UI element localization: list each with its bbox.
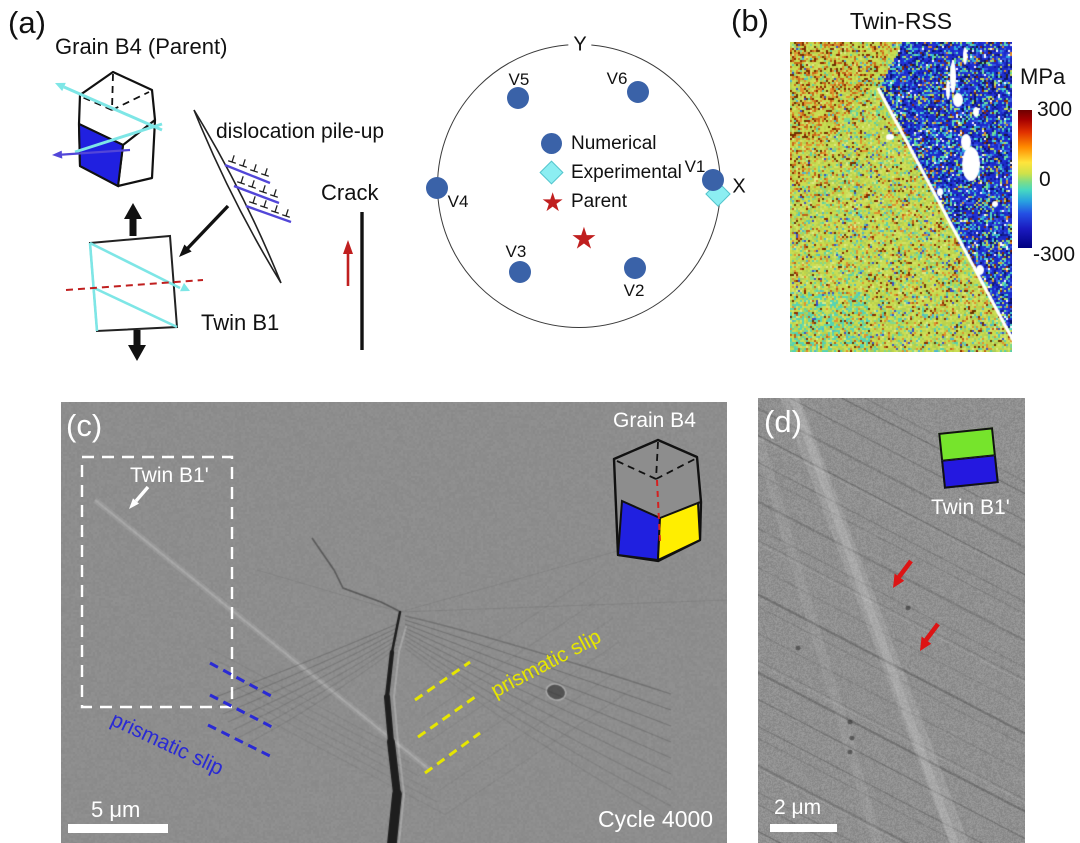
pileup-label: dislocation pile-up <box>216 120 384 144</box>
colorbar <box>1018 110 1032 248</box>
pole-x-axis-label: X <box>732 176 745 199</box>
twin-orientation-swatch <box>938 427 999 488</box>
pileup-slip-lines <box>225 165 291 222</box>
pole-point-v5 <box>507 87 529 109</box>
legend-item-numerical: Numerical <box>541 129 682 158</box>
parent-crystal <box>52 72 162 186</box>
twin-rss-map <box>790 42 1012 352</box>
twin-crystal <box>66 236 203 331</box>
experimental-marker-icon <box>539 160 563 184</box>
panel-c-label: (c) <box>66 408 102 444</box>
twin-face-blue <box>941 455 999 489</box>
pole-point-label: V2 <box>624 281 645 301</box>
pole-point-label: V1 <box>685 157 706 177</box>
colorbar-unit: MPa <box>1020 64 1065 90</box>
scalebar-label-c: 5 μm <box>91 797 140 823</box>
grain-b4-label-c: Grain B4 <box>613 409 696 433</box>
figure: (a) Grain B4 (Parent) dislocation pile-u… <box>0 0 1080 843</box>
pole-point-label: V4 <box>448 192 469 212</box>
scalebar-c <box>68 824 168 833</box>
pole-figure-legend: Numerical Experimental ★ Parent <box>541 129 682 216</box>
twin-rss-title: Twin-RSS <box>790 8 1012 35</box>
panel-d-label: (d) <box>764 404 802 440</box>
pole-point-v2 <box>624 257 646 279</box>
legend-label: Numerical <box>571 133 657 155</box>
twin-crystal-label: Twin B1 <box>201 310 279 336</box>
legend-label: Parent <box>571 191 627 213</box>
panel-b-label: (b) <box>731 3 769 39</box>
legend-item-experimental: Experimental <box>541 158 682 187</box>
tension-arrows <box>124 203 146 361</box>
twin-b1-label-d: Twin B1' <box>931 496 1010 520</box>
parent-point-marker: ★ <box>571 225 598 255</box>
colorbar-tick-max: 300 <box>1037 98 1072 122</box>
scalebar-label-d: 2 μm <box>774 796 821 820</box>
twin-b1-label-c: Twin B1' <box>130 464 209 488</box>
parent-crystal-label: Grain B4 (Parent) <box>55 34 227 60</box>
cycle-label: Cycle 4000 <box>598 806 713 833</box>
scalebar-d <box>770 824 837 832</box>
legend-label: Experimental <box>571 162 682 184</box>
parent-marker-icon: ★ <box>541 189 562 215</box>
pole-y-axis-label: Y <box>568 34 591 57</box>
pole-point-label: V6 <box>607 69 628 89</box>
pole-point-v6 <box>627 81 649 103</box>
crack-label: Crack <box>321 180 378 206</box>
legend-item-parent: ★ Parent <box>541 187 682 216</box>
pole-point-label: V5 <box>509 70 530 90</box>
dislocation-symbols <box>228 154 292 217</box>
pole-point-label: V3 <box>506 242 527 262</box>
pileup-to-twin-arrow <box>179 206 228 257</box>
pole-point-v4 <box>426 177 448 199</box>
colorbar-tick-min: -300 <box>1033 243 1075 267</box>
crack-growth-arrow <box>343 240 353 286</box>
colorbar-tick-mid: 0 <box>1039 168 1051 192</box>
numerical-marker-icon <box>541 133 562 154</box>
panel-a-label: (a) <box>8 5 46 41</box>
pole-point-v3 <box>509 261 531 283</box>
